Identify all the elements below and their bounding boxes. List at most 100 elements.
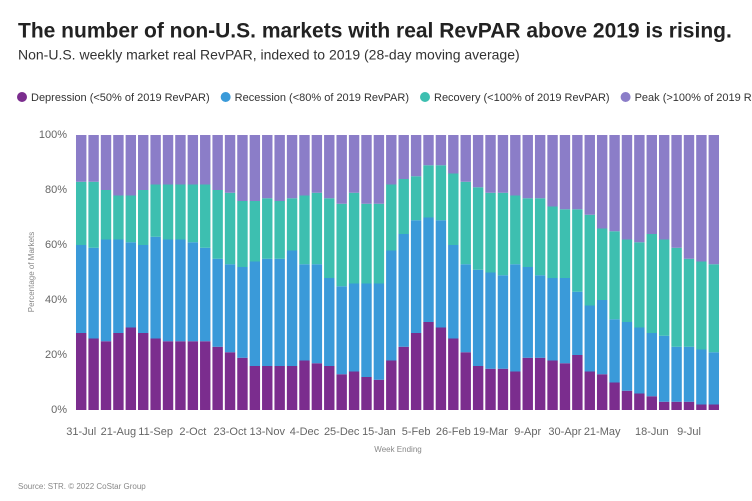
bar-segment bbox=[559, 278, 571, 364]
bar-segment bbox=[584, 214, 595, 306]
x-tick-label: 9-Jul bbox=[677, 426, 701, 438]
bar-segment bbox=[572, 209, 583, 292]
x-tick-label: 2-Oct bbox=[179, 426, 206, 438]
bar-segment bbox=[448, 173, 459, 245]
bar-segment bbox=[200, 247, 211, 342]
bar-segment bbox=[460, 135, 471, 182]
x-tick-label: 23-Oct bbox=[214, 426, 247, 438]
bar-segment bbox=[410, 220, 422, 333]
bar-segment bbox=[125, 135, 137, 196]
bar-segment bbox=[299, 135, 310, 196]
chart-title: The number of non-U.S. markets with real… bbox=[18, 20, 732, 43]
bar-segment bbox=[100, 341, 112, 410]
bar-segment bbox=[547, 135, 558, 207]
bar-segment bbox=[534, 275, 546, 358]
bar-segment bbox=[634, 393, 645, 410]
bar-segment bbox=[584, 305, 595, 372]
bar-segment bbox=[237, 357, 248, 410]
bar-segment bbox=[88, 135, 99, 182]
x-tick-label: 15-Jan bbox=[362, 426, 396, 438]
x-tick-label: 25-Dec bbox=[324, 426, 360, 438]
bar-segment bbox=[646, 234, 657, 333]
bar-segment bbox=[286, 198, 298, 251]
bar-segment bbox=[224, 192, 236, 265]
bar-segment bbox=[621, 135, 633, 240]
x-tick-label: 18-Jun bbox=[635, 426, 669, 438]
x-tick-label: 4-Dec bbox=[290, 426, 320, 438]
chart-subtitle: Non-U.S. weekly market real RevPAR, inde… bbox=[18, 47, 520, 63]
legend-swatch bbox=[620, 92, 631, 102]
bar-segment bbox=[485, 272, 496, 369]
bar-segment bbox=[200, 184, 211, 248]
bar-segment bbox=[696, 404, 707, 410]
bar-segment bbox=[398, 234, 409, 347]
bar-segment bbox=[634, 327, 645, 394]
bar-segment bbox=[138, 135, 149, 190]
bar-segment bbox=[609, 135, 620, 232]
x-tick-label: 21-May bbox=[584, 426, 621, 438]
bar-segment bbox=[547, 206, 558, 278]
bar-segment bbox=[274, 258, 285, 366]
bar-segment bbox=[274, 135, 285, 201]
bar-segment bbox=[584, 135, 595, 215]
bar-segment bbox=[249, 261, 261, 366]
bar-segment bbox=[671, 247, 682, 347]
y-tick-label: 0% bbox=[51, 404, 67, 416]
bar-segment bbox=[596, 228, 608, 300]
bar-segment bbox=[522, 198, 533, 267]
bar-segment bbox=[472, 366, 484, 410]
bar-segment bbox=[175, 184, 186, 240]
bar-segment bbox=[485, 368, 496, 410]
bar-segment bbox=[75, 181, 87, 245]
bar-segment bbox=[708, 135, 720, 265]
bar-segment bbox=[75, 333, 87, 410]
bar-segment bbox=[572, 135, 583, 210]
bar-segment bbox=[423, 165, 434, 218]
bar-segment bbox=[410, 333, 422, 410]
bar-segment bbox=[75, 135, 87, 182]
bar-segment bbox=[683, 346, 695, 402]
bar-segment bbox=[75, 245, 87, 333]
bar-segment bbox=[336, 203, 347, 287]
bar-segment bbox=[572, 291, 583, 355]
bar-segment bbox=[373, 135, 385, 204]
bar-segment bbox=[162, 341, 174, 410]
bar-segment bbox=[249, 366, 261, 410]
bar-segment bbox=[212, 190, 223, 259]
bar-segment bbox=[187, 184, 199, 243]
bar-segment bbox=[324, 135, 335, 199]
bar-segment bbox=[522, 135, 533, 199]
x-tick-label: 26-Feb bbox=[436, 426, 471, 438]
bar-segment bbox=[435, 165, 447, 221]
bar-segment bbox=[398, 179, 409, 234]
bar-segment bbox=[286, 135, 298, 199]
bar-segment bbox=[262, 135, 273, 199]
bar-segment bbox=[646, 333, 657, 397]
bar-segment bbox=[88, 181, 99, 248]
bar-segment bbox=[125, 327, 137, 410]
bar-segment bbox=[200, 341, 211, 410]
y-tick-label: 60% bbox=[45, 239, 67, 251]
bar-segment bbox=[311, 363, 323, 410]
bar-segment bbox=[262, 366, 273, 410]
bar-segment bbox=[162, 239, 174, 342]
bar-segment bbox=[683, 135, 695, 259]
y-tick-label: 100% bbox=[39, 129, 67, 141]
bar-segment bbox=[324, 278, 335, 366]
bar-segment bbox=[212, 346, 223, 410]
bar-segment bbox=[510, 195, 521, 265]
bar-segment bbox=[212, 258, 223, 347]
bar-segment bbox=[696, 261, 707, 350]
x-tick-label: 21-Aug bbox=[101, 426, 136, 438]
bar-segment bbox=[348, 135, 360, 193]
bar-segment bbox=[485, 192, 496, 273]
bar-segment bbox=[596, 135, 608, 229]
bar-segment bbox=[150, 135, 161, 185]
bar-segment bbox=[336, 286, 347, 375]
bar-segment bbox=[584, 371, 595, 410]
bar-segment bbox=[435, 327, 447, 410]
bar-segment bbox=[386, 135, 397, 185]
legend-label: Depression (<50% of 2019 RevPAR) bbox=[31, 92, 210, 104]
bar-segment bbox=[361, 377, 372, 410]
